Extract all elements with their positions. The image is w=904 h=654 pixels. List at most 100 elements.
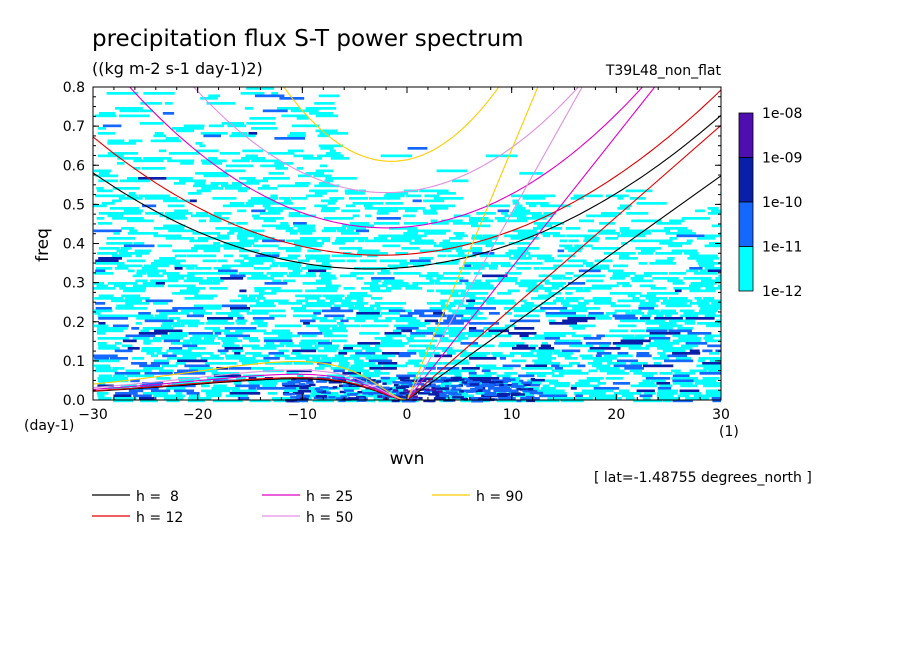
heatmap-cell	[160, 324, 172, 328]
heatmap-cell	[662, 399, 672, 403]
heatmap-cell	[540, 387, 556, 390]
heatmap-cell	[251, 309, 275, 313]
heatmap-cell	[309, 189, 339, 193]
heatmap-cell	[656, 314, 664, 318]
y-axis-label: freq	[33, 228, 53, 262]
heatmap-cell	[511, 393, 519, 396]
heatmap-cell	[532, 382, 542, 385]
heatmap-cell	[468, 322, 499, 325]
heatmap-cell	[290, 396, 300, 399]
heatmap-cell	[518, 232, 539, 235]
x-tick-label: −10	[288, 407, 318, 423]
heatmap-cell	[187, 324, 199, 328]
heatmap-cell	[257, 187, 278, 190]
heatmap-cell	[322, 294, 345, 298]
heatmap-cell	[681, 344, 699, 348]
heatmap-cell	[231, 132, 248, 135]
heatmap-cell	[386, 287, 402, 290]
heatmap-cell	[120, 247, 132, 250]
heatmap-cell	[700, 307, 721, 310]
heatmap-cell	[251, 347, 277, 350]
latitude-note: [ lat=-1.48755 degrees_north ]	[594, 470, 812, 486]
heatmap-cell	[304, 394, 320, 398]
heatmap-cell	[251, 159, 281, 163]
heatmap-cell	[517, 217, 547, 220]
heatmap-cell	[293, 154, 314, 158]
heatmap-cell	[281, 382, 296, 386]
heatmap-cell	[158, 149, 167, 153]
heatmap-cell	[513, 209, 531, 213]
heatmap-cell	[93, 229, 122, 233]
heatmap-cell	[392, 399, 399, 402]
heatmap-cell	[365, 387, 388, 390]
heatmap-cell	[198, 219, 206, 223]
heatmap-cell	[446, 352, 456, 355]
y-tick-label: 0.3	[63, 276, 85, 292]
heatmap-cell	[696, 299, 707, 303]
heatmap-cell	[431, 229, 451, 233]
heatmap-cell	[391, 390, 399, 393]
kelvin-wave-curve	[406, 175, 721, 400]
heatmap-cell	[211, 387, 240, 390]
heatmap-cell	[188, 192, 202, 195]
heatmap-cell	[621, 232, 651, 235]
heatmap-cell	[453, 378, 465, 381]
heatmap-cell	[98, 317, 129, 320]
heatmap-cell	[393, 324, 426, 328]
heatmap-cell	[338, 364, 349, 368]
heatmap-cell	[189, 199, 197, 203]
heatmap-cell	[300, 237, 331, 240]
heatmap-cell	[355, 352, 376, 355]
heatmap-cell	[115, 307, 148, 310]
heatmap-cell	[552, 234, 566, 238]
heatmap-cell	[264, 362, 293, 365]
heatmap-cell	[292, 314, 317, 318]
heatmap-cell	[569, 324, 596, 328]
rossby-wave-curve	[93, 377, 408, 400]
heatmap-cell	[538, 274, 565, 278]
heatmap-cell	[279, 197, 290, 200]
heatmap-cell	[437, 392, 448, 395]
heatmap-cell	[501, 212, 508, 215]
heatmap-cell	[229, 299, 260, 303]
heatmap-cell	[565, 227, 581, 230]
heatmap-cell	[499, 357, 506, 360]
heatmap-cell	[165, 237, 195, 240]
heatmap-cell	[308, 269, 327, 273]
heatmap-cell	[372, 354, 396, 358]
heatmap-cell	[376, 380, 382, 383]
heatmap-cell	[698, 309, 718, 313]
heatmap-cell	[570, 387, 577, 390]
heatmap-cell	[111, 299, 142, 303]
heatmap-cell	[240, 262, 264, 265]
heatmap-cell	[504, 272, 522, 275]
heatmap-cell	[562, 319, 588, 323]
heatmap-cell	[340, 319, 349, 323]
heatmap-cell	[330, 307, 341, 310]
heatmap-cell	[133, 284, 165, 288]
heatmap-cell	[285, 229, 316, 233]
heatmap-cell	[620, 319, 645, 323]
heatmap-cell	[210, 354, 219, 358]
heatmap-cell	[285, 249, 301, 253]
heatmap-cell	[504, 372, 518, 375]
heatmap-cell	[263, 299, 289, 303]
heatmap-cell	[271, 289, 303, 293]
heatmap-cell	[135, 254, 142, 258]
heatmap-cell	[433, 197, 464, 200]
heatmap-cell	[645, 297, 668, 300]
heatmap-cell	[599, 344, 609, 348]
heatmap-cell	[300, 339, 330, 343]
heatmap-cell	[233, 382, 242, 385]
heatmap-cell	[119, 114, 150, 118]
x-tick-label: 0	[403, 407, 412, 423]
heatmap-cell	[561, 349, 581, 353]
heatmap-cell	[97, 189, 113, 193]
heatmap-cell	[426, 347, 453, 350]
heatmap-cell	[228, 367, 252, 370]
heatmap-cell	[648, 309, 660, 313]
heatmap-cell	[646, 292, 679, 295]
heatmap-cell	[335, 397, 347, 400]
heatmap-cell	[452, 222, 478, 225]
heatmap-cell	[209, 287, 228, 290]
